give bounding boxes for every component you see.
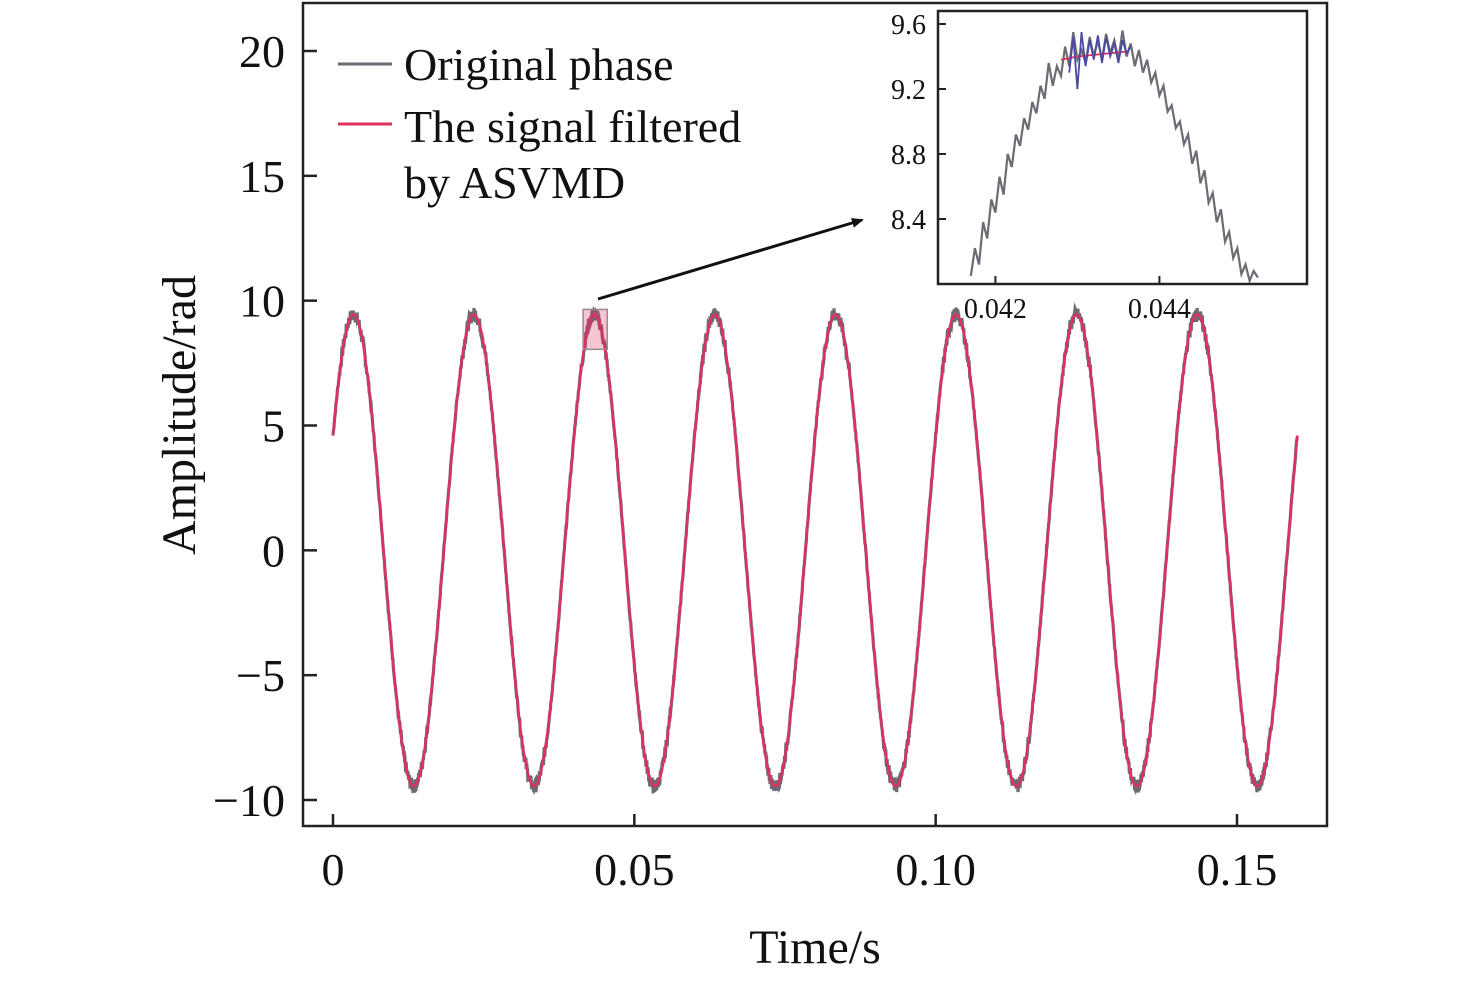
inset-y-tick-label: 8.8 — [891, 140, 926, 171]
x-tick-label: 0.05 — [594, 844, 675, 895]
inset-frame — [936, 9, 1309, 286]
inset-series-original — [969, 30, 1259, 285]
y-tick-label: 20 — [239, 26, 285, 77]
x-tick-label: 0.10 — [895, 844, 976, 895]
inset-y-tick-label: 9.2 — [891, 75, 926, 106]
zoom-box — [582, 308, 608, 351]
inset-x-tick-label: 0.044 — [1128, 294, 1191, 325]
y-tick-label: 0 — [262, 525, 285, 576]
inset-ticks: 0.042 0.044 9.6 9.2 8.8 8.4 — [891, 10, 1191, 325]
legend: Original phase The signal filtered by ASV… — [338, 39, 741, 208]
zoom-region-box — [582, 308, 608, 351]
x-tick-label: 0.15 — [1197, 844, 1278, 895]
y-tick-label: 15 — [239, 151, 285, 202]
legend-label-original: Original phase — [404, 39, 674, 90]
x-tick-label: 0 — [322, 844, 345, 895]
y-tick-label: 5 — [262, 401, 285, 452]
inset-y-tick-label: 8.4 — [891, 205, 926, 236]
y-axis-title: Amplitude/rad — [153, 275, 206, 555]
y-tick-label: −5 — [236, 650, 285, 701]
y-tick-label: 10 — [239, 276, 285, 327]
y-tick-label: −10 — [213, 775, 285, 826]
series-filtered-asvmd — [331, 313, 1299, 788]
main-plot-frame — [301, 1, 1329, 828]
inset-series — [969, 30, 1259, 285]
x-axis-title: Time/s — [749, 921, 881, 974]
main-series — [331, 302, 1299, 796]
inset-series-blue — [1068, 31, 1132, 90]
zoom-arrow — [597, 218, 864, 301]
inset-x-tick-label: 0.042 — [964, 294, 1027, 325]
inset-y-tick-label: 9.6 — [891, 10, 926, 41]
legend-label-filtered: The signal filtered by ASVMD — [404, 101, 741, 208]
inset-background — [938, 11, 1307, 284]
main-ticks: 0 0.05 0.10 0.15 20 15 10 5 0 −5 −10 — [213, 26, 1277, 895]
